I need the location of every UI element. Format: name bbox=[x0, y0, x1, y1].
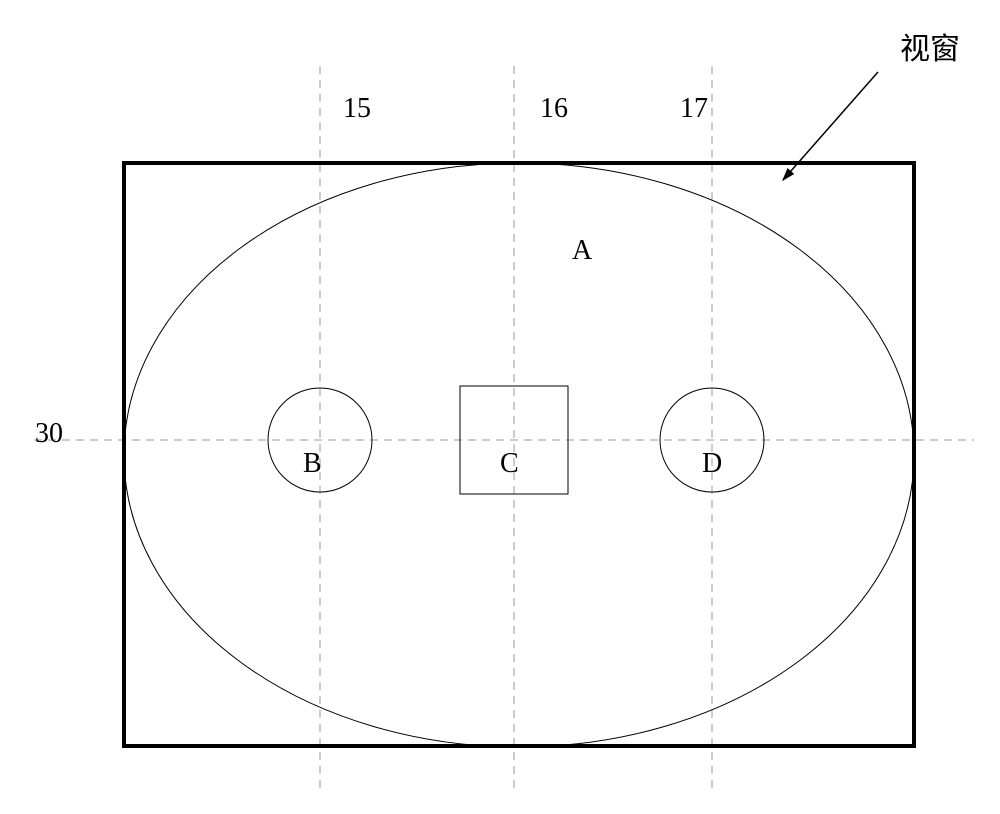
guideline-label-30: 30 bbox=[35, 418, 63, 450]
guideline-label-16: 16 bbox=[540, 93, 568, 125]
region-label-d: D bbox=[702, 448, 722, 480]
region-label-c: C bbox=[500, 448, 519, 480]
diagram-container: 视窗 15 16 17 30 A B C D bbox=[0, 0, 1000, 814]
region-ellipse-a bbox=[124, 163, 914, 747]
region-label-a: A bbox=[572, 235, 592, 267]
window-caption: 视窗 bbox=[900, 24, 960, 68]
guideline-label-15: 15 bbox=[343, 93, 371, 125]
diagram-svg bbox=[0, 0, 1000, 814]
region-label-b: B bbox=[303, 448, 322, 480]
guideline-label-17: 17 bbox=[680, 93, 708, 125]
viewport-rectangle bbox=[124, 163, 914, 746]
